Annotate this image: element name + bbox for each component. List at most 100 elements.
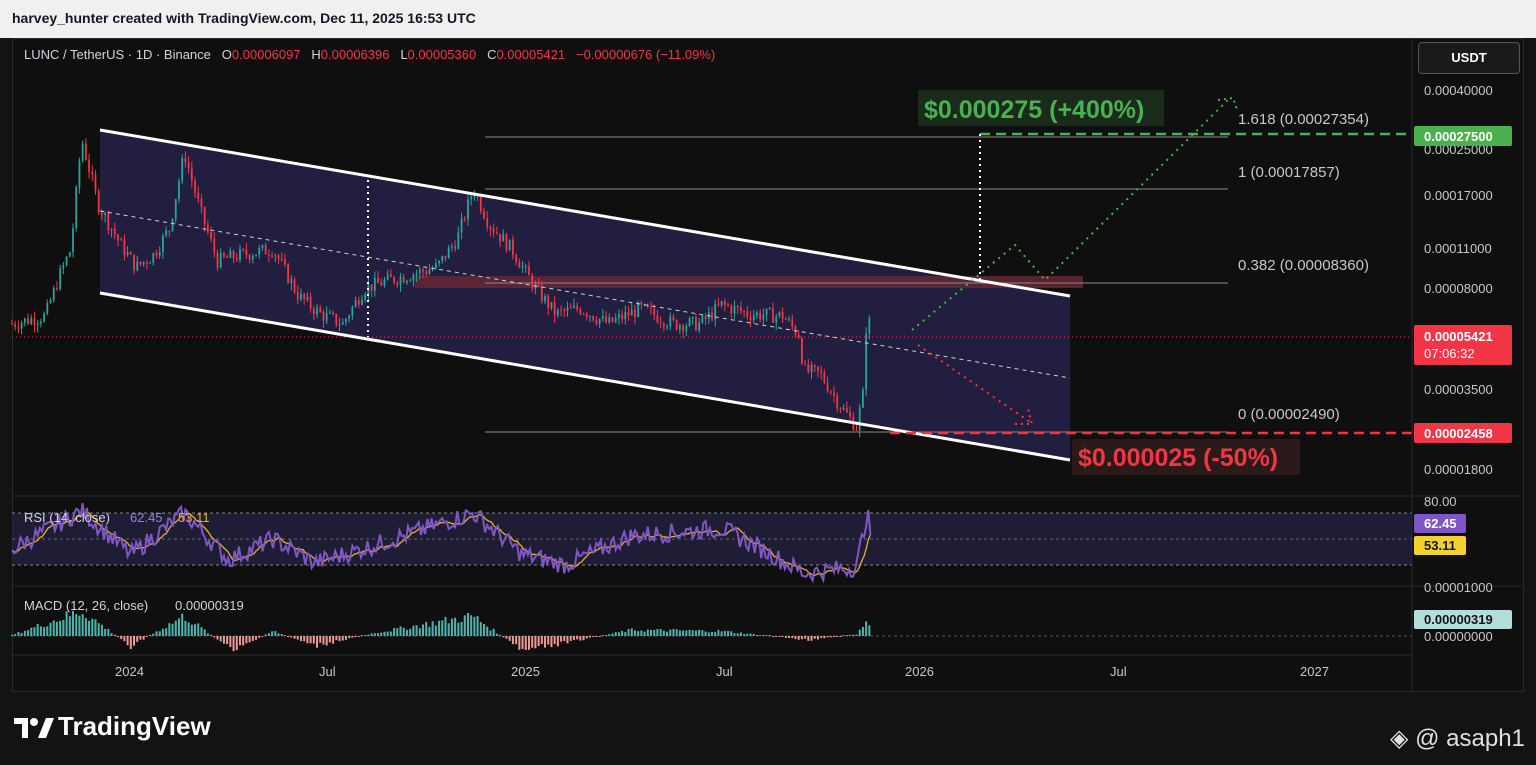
macd-bar bbox=[81, 614, 84, 636]
binance-icon: ◈ bbox=[1390, 725, 1409, 752]
macd-bar bbox=[280, 633, 283, 636]
macd-bar bbox=[617, 632, 620, 636]
macd-bar bbox=[566, 636, 569, 644]
macd-bar bbox=[470, 615, 473, 636]
bearish-projection-path[interactable] bbox=[917, 344, 1031, 423]
candle-body bbox=[184, 158, 187, 163]
bar-countdown: 07:06:32 bbox=[1424, 346, 1475, 361]
macd-bar bbox=[749, 633, 752, 636]
macd-bar bbox=[245, 636, 248, 644]
candle-body bbox=[807, 364, 810, 372]
macd-bar bbox=[72, 610, 75, 636]
candle-body bbox=[389, 274, 392, 278]
candle-body bbox=[14, 323, 17, 327]
macd-bar bbox=[457, 622, 460, 636]
macd-bar bbox=[820, 636, 823, 638]
author-handle: ◈ @ asaph1 bbox=[1390, 725, 1525, 752]
macd-bar bbox=[755, 634, 758, 636]
macd-bar bbox=[187, 622, 190, 636]
macd-bar bbox=[473, 616, 476, 636]
macd-bar bbox=[380, 632, 383, 636]
macd-bar bbox=[576, 636, 579, 640]
macd-bar bbox=[781, 636, 784, 637]
candle-body bbox=[804, 363, 807, 365]
candle-body bbox=[39, 321, 42, 324]
macd-bar bbox=[110, 633, 113, 636]
macd-bar bbox=[479, 622, 482, 636]
candle-body bbox=[309, 296, 312, 309]
macd-bar bbox=[489, 630, 492, 636]
macd-bar bbox=[711, 631, 713, 636]
candle-body bbox=[666, 326, 668, 328]
macd-bar bbox=[511, 636, 514, 645]
candle-body bbox=[216, 252, 219, 268]
macd-tick-top: 0.00001000 bbox=[1424, 580, 1493, 595]
symbol-name[interactable]: LUNC / TetherUS · 1D · Binance bbox=[24, 47, 211, 62]
candle-body bbox=[68, 252, 71, 257]
candle-body bbox=[104, 213, 107, 216]
candle-body bbox=[120, 239, 123, 241]
candle-body bbox=[650, 307, 652, 309]
macd-bar bbox=[544, 636, 547, 648]
rsi-line[interactable] bbox=[11, 503, 872, 584]
macd-bar bbox=[752, 634, 755, 636]
candle-body bbox=[59, 268, 62, 290]
candle-body bbox=[640, 302, 643, 305]
price-tick-3: 0.00017000 bbox=[1424, 188, 1493, 203]
candle-body bbox=[158, 251, 161, 256]
macd-bar bbox=[816, 636, 819, 640]
candle-body bbox=[412, 275, 415, 281]
candle-body bbox=[75, 187, 78, 229]
macd-bar bbox=[595, 636, 598, 637]
candle-body bbox=[682, 325, 685, 332]
macd-bar bbox=[601, 635, 604, 636]
macd-bar bbox=[213, 636, 216, 638]
macd-bar bbox=[826, 636, 829, 638]
candle-body bbox=[457, 232, 460, 249]
macd-bar bbox=[39, 626, 42, 636]
candle-body bbox=[107, 213, 110, 230]
macd-bar bbox=[640, 630, 643, 636]
macd-bar bbox=[537, 636, 540, 647]
macd-bar bbox=[794, 636, 797, 639]
close-label: C bbox=[487, 47, 497, 62]
macd-bar bbox=[165, 628, 168, 636]
candle-body bbox=[351, 306, 354, 316]
rsi-legend-name: RSI (14, close) bbox=[24, 510, 110, 525]
macd-bar bbox=[316, 636, 319, 648]
candle-body bbox=[123, 239, 126, 256]
macd-bar bbox=[264, 634, 267, 636]
candle-body bbox=[855, 429, 858, 431]
candle-body bbox=[418, 269, 421, 274]
macd-bar bbox=[261, 636, 264, 637]
candle-body bbox=[402, 276, 405, 283]
candle-body bbox=[447, 247, 450, 259]
publish-caption: harvey_hunter created with TradingView.c… bbox=[12, 10, 476, 26]
candle-body bbox=[589, 316, 591, 318]
macd-bar bbox=[396, 628, 399, 636]
macd-bar bbox=[694, 630, 697, 636]
macd-bar bbox=[717, 629, 720, 636]
current-price-badge: 0.00005421 bbox=[1424, 329, 1493, 344]
macd-bar bbox=[845, 635, 848, 636]
channel-upper-line[interactable] bbox=[99, 128, 1071, 298]
macd-bar bbox=[149, 635, 152, 636]
candle-body bbox=[495, 232, 498, 234]
candle-body bbox=[573, 305, 575, 308]
candle-body bbox=[142, 261, 145, 265]
macd-bar bbox=[852, 634, 855, 636]
candle-body bbox=[460, 218, 463, 233]
candle-body bbox=[823, 372, 826, 383]
macd-bar bbox=[428, 626, 431, 636]
currency-button[interactable]: USDT bbox=[1418, 42, 1520, 74]
time-tick-2026: 2026 bbox=[905, 664, 934, 679]
macd-bar bbox=[274, 631, 277, 636]
macd-bar bbox=[126, 636, 129, 646]
time-tick-jul-2026: Jul bbox=[1110, 664, 1127, 679]
candle-body bbox=[547, 296, 550, 309]
candle-body bbox=[49, 300, 52, 303]
candle-body bbox=[129, 252, 132, 255]
candle-body bbox=[203, 207, 206, 225]
candle-body bbox=[235, 258, 238, 260]
